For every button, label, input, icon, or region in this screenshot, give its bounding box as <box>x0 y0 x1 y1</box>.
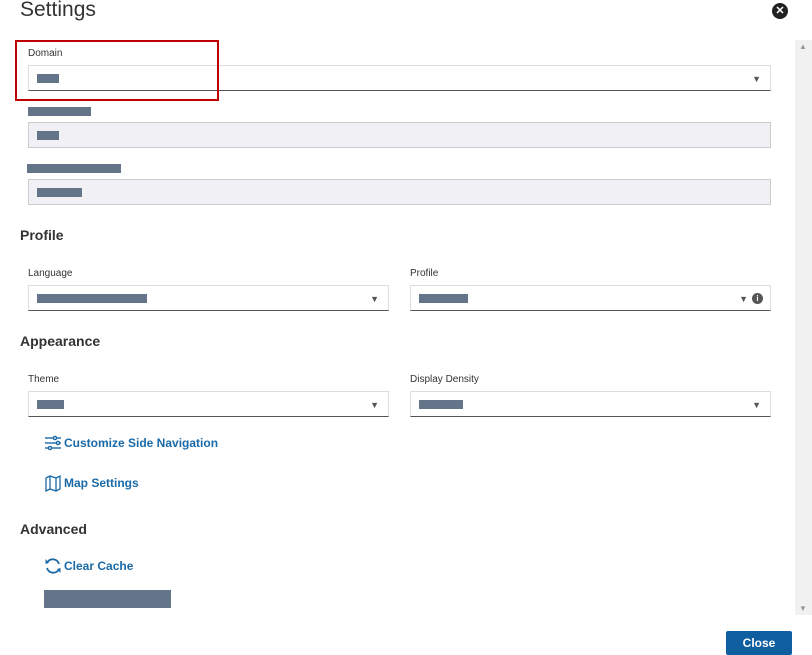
clear-cache-link[interactable]: Clear Cache <box>44 557 133 575</box>
redacted-label <box>28 107 91 116</box>
language-select[interactable]: ▼ <box>28 285 389 311</box>
clear-cache-label: Clear Cache <box>64 559 134 573</box>
redacted-label <box>27 164 121 173</box>
domain-label: Domain <box>28 48 63 59</box>
refresh-icon <box>45 558 61 574</box>
readonly-field <box>28 179 771 205</box>
sliders-icon <box>45 435 61 451</box>
close-button[interactable]: Close <box>726 631 792 655</box>
customize-side-navigation-link[interactable]: Customize Side Navigation <box>44 434 218 452</box>
map-icon <box>45 474 61 492</box>
map-settings-link[interactable]: Map Settings <box>44 474 139 492</box>
section-profile: Profile <box>20 227 64 243</box>
scroll-up-icon[interactable]: ▲ <box>799 42 807 51</box>
chevron-down-icon: ▼ <box>752 74 761 84</box>
domain-select[interactable]: ▼ <box>28 65 771 91</box>
highlight-box <box>15 40 219 101</box>
chevron-down-icon: ▼ <box>370 294 379 304</box>
section-appearance: Appearance <box>20 333 101 349</box>
chevron-down-icon: ▼ <box>370 400 379 410</box>
chevron-down-icon: ▼ <box>739 294 748 304</box>
scrollbar[interactable]: ▲ ▼ <box>795 40 812 615</box>
display-density-select[interactable]: ▼ <box>410 391 771 417</box>
info-icon[interactable]: i <box>752 293 763 304</box>
close-icon[interactable]: ✕ <box>772 3 788 19</box>
profile-select[interactable]: ▼ i <box>410 285 771 311</box>
display-density-label: Display Density <box>410 374 479 385</box>
scroll-down-icon[interactable]: ▼ <box>799 604 807 613</box>
theme-label: Theme <box>28 374 60 385</box>
readonly-field <box>28 122 771 148</box>
language-label: Language <box>28 268 73 279</box>
chevron-down-icon: ▼ <box>752 400 761 410</box>
redacted-text <box>44 590 171 608</box>
profile-label: Profile <box>410 268 439 279</box>
section-advanced: Advanced <box>20 521 87 537</box>
dialog-title: Settings <box>20 0 96 21</box>
customize-nav-label: Customize Side Navigation <box>64 436 219 450</box>
theme-select[interactable]: ▼ <box>28 391 389 417</box>
map-settings-label: Map Settings <box>64 476 139 490</box>
